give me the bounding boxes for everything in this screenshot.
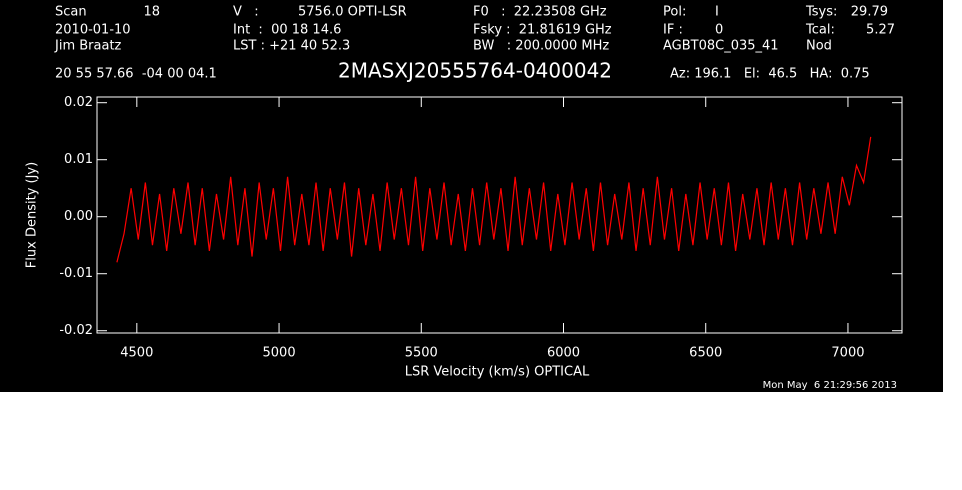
y-axis-label: Flux Density (Jy) [25, 162, 40, 268]
header: IF : [663, 23, 683, 38]
y-tick-label: 0.02 [64, 95, 93, 110]
header: 29.79 [851, 5, 888, 20]
y-tick-label: -0.02 [59, 323, 93, 338]
y-tick-label: 0.01 [64, 152, 93, 167]
x-axis-label: LSR Velocity (km/s) OPTICAL [405, 365, 590, 380]
x-tick-label: 7000 [831, 346, 864, 361]
header: I [715, 5, 719, 20]
header: Fsky : 21.81619 GHz [473, 23, 612, 38]
y-tick-label: 0.00 [64, 209, 93, 224]
header: Tsys: [805, 5, 837, 20]
header: Jim Braatz [54, 39, 122, 54]
header: Nod [806, 39, 832, 54]
header: AGBT08C_035_41 [663, 39, 779, 54]
chart-title: 2MASXJ20555764-0400042 [338, 59, 612, 83]
header: 0 [715, 23, 723, 38]
y-tick-label: -0.01 [59, 266, 93, 281]
plot-frame [96, 96, 903, 334]
header: BW : 200.0000 MHz [473, 39, 609, 54]
x-tick-label: 4500 [120, 346, 153, 361]
spectrum-line [116, 136, 872, 263]
x-tick-label: 5000 [263, 346, 296, 361]
header: 20 55 57.66 -04 00 04.1 [55, 67, 217, 82]
header: Int : 00 18 14.6 [233, 23, 341, 38]
header: 5756.0 OPTI-LSR [298, 5, 407, 20]
header: Scan [55, 5, 87, 20]
header: 5.27 [866, 23, 895, 38]
timestamp: Mon May 6 21:29:56 2013 [763, 380, 897, 391]
header: 18 [143, 5, 160, 20]
x-tick-label: 6500 [689, 346, 722, 361]
header: F0 : 22.23508 GHz [473, 5, 607, 20]
header: LST : +21 40 52.3 [233, 39, 350, 54]
header: Pol: [663, 5, 686, 20]
header: Az: 196.1 El: 46.5 HA: 0.75 [670, 67, 870, 82]
x-tick-label: 6000 [547, 346, 580, 361]
header: Tcal: [805, 23, 835, 38]
header: V : [233, 5, 259, 20]
header: 2010-01-10 [55, 23, 131, 38]
x-tick-label: 5500 [405, 346, 438, 361]
